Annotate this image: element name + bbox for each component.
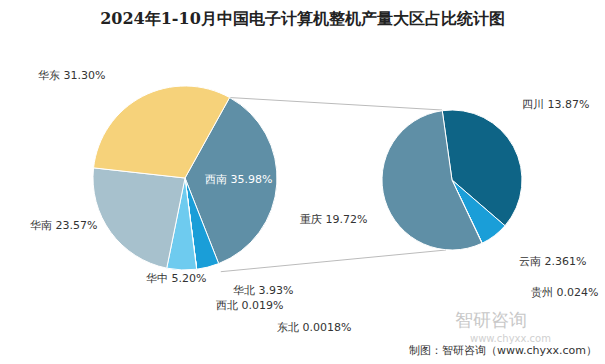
svg-text:智研咨询: 智研咨询 — [455, 309, 527, 330]
svg-text:东北 0.0018%: 东北 0.0018% — [277, 321, 351, 334]
svg-text:云南 2.361%: 云南 2.361% — [519, 255, 586, 268]
svg-text:制图：智研咨询（www.chyxx.com）: 制图：智研咨询（www.chyxx.com） — [409, 344, 597, 357]
svg-text:重庆 19.72%: 重庆 19.72% — [300, 213, 367, 226]
svg-text:www.chyxx.com: www.chyxx.com — [470, 333, 551, 344]
svg-text:华东 31.30%: 华东 31.30% — [38, 69, 105, 82]
svg-text:华南 23.57%: 华南 23.57% — [30, 219, 97, 232]
svg-text:贵州 0.024%: 贵州 0.024% — [531, 286, 597, 299]
svg-text:华北 3.93%: 华北 3.93% — [233, 284, 293, 297]
svg-text:西北 0.019%: 西北 0.019% — [216, 299, 283, 312]
svg-text:四川 13.87%: 四川 13.87% — [522, 98, 589, 111]
svg-text:华中 5.20%: 华中 5.20% — [146, 272, 206, 285]
svg-text:2024年1-10月中国电子计算机整机产量大区占比统计图: 2024年1-10月中国电子计算机整机产量大区占比统计图 — [100, 9, 505, 28]
svg-text:西南 35.98%: 西南 35.98% — [205, 173, 272, 186]
